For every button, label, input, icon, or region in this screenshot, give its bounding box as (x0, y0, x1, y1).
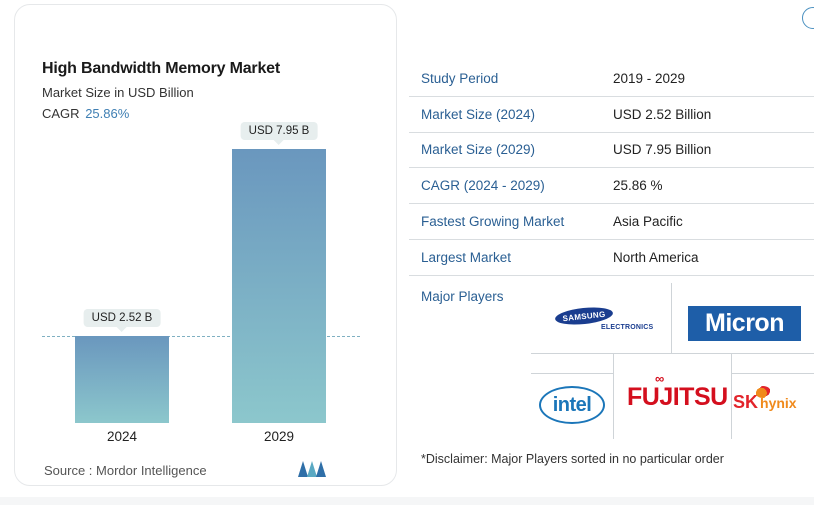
x-tick-2029: 2029 (263, 429, 295, 444)
row-label: Study Period (421, 70, 499, 86)
row-value: North America (613, 249, 699, 265)
bar-2024 (75, 336, 169, 423)
row-label: Largest Market (421, 249, 512, 265)
hynix-wordmark: hynix (760, 395, 797, 411)
micron-logo: Micron (688, 306, 801, 341)
market-summary-table: Study Period 2019 - 2029 Market Size (202… (409, 61, 814, 276)
table-row: Fastest Growing Market Asia Pacific (409, 204, 814, 240)
intel-logo: intel (539, 386, 605, 424)
table-row: Largest Market North America (409, 240, 814, 276)
cagr-line: CAGR 25.86% (42, 106, 129, 121)
row-label: Fastest Growing Market (421, 214, 565, 230)
cagr-label: CAGR (42, 106, 80, 121)
major-players-heading: Major Players (421, 289, 504, 304)
row-value: USD 2.52 Billion (613, 106, 712, 122)
baseline-2024-dashed-line (42, 336, 360, 337)
row-label: CAGR (2024 - 2029) (421, 178, 545, 194)
row-value: Asia Pacific (613, 214, 683, 230)
disclaimer: *Disclaimer: Major Players sorted in no … (421, 452, 724, 466)
source-note: Source : Mordor Intelligence (44, 463, 207, 478)
mordor-logo-icon (298, 461, 326, 477)
logo-divider (731, 353, 732, 439)
logo-divider (531, 373, 613, 374)
x-tick-2024: 2024 (106, 429, 138, 444)
data-label-2029: USD 7.95 B (240, 122, 318, 145)
infinity-icon: ∞ (655, 371, 664, 386)
samsung-subtext: ELECTRONICS (601, 324, 654, 331)
row-value: 25.86 % (613, 178, 663, 194)
bar-2029 (232, 149, 326, 423)
table-row: Market Size (2024) USD 2.52 Billion (409, 97, 814, 133)
logo-divider (531, 353, 814, 354)
row-value: 2019 - 2029 (613, 70, 686, 86)
row-label: Market Size (2029) (421, 142, 536, 158)
sk-hynix-logo: SK hynix (733, 386, 797, 413)
logo-divider (731, 373, 814, 374)
sk-wordmark: SK (733, 392, 759, 412)
table-row: Market Size (2029) USD 7.95 Billion (409, 133, 814, 169)
expand-icon[interactable] (802, 7, 814, 29)
fujitsu-wordmark: FUJITSU (627, 383, 728, 411)
chart-subtitle: Market Size in USD Billion (42, 85, 194, 100)
chart-title: High Bandwidth Memory Market (42, 60, 280, 77)
cagr-value: 25.86% (85, 106, 130, 121)
row-value: USD 7.95 Billion (613, 142, 712, 158)
data-label-2024: USD 2.52 B (83, 309, 161, 333)
row-label: Market Size (2024) (421, 106, 536, 122)
fujitsu-logo: ∞ FUJITSU (627, 371, 728, 412)
sk-wing-icon (755, 386, 771, 398)
samsung-logo: SAMSUNG ELECTRONICS (554, 305, 653, 331)
logo-divider (613, 353, 614, 439)
table-row: Study Period 2019 - 2029 (409, 61, 814, 97)
table-row: CAGR (2024 - 2029) 25.86 % (409, 168, 814, 205)
logo-divider (671, 283, 672, 353)
